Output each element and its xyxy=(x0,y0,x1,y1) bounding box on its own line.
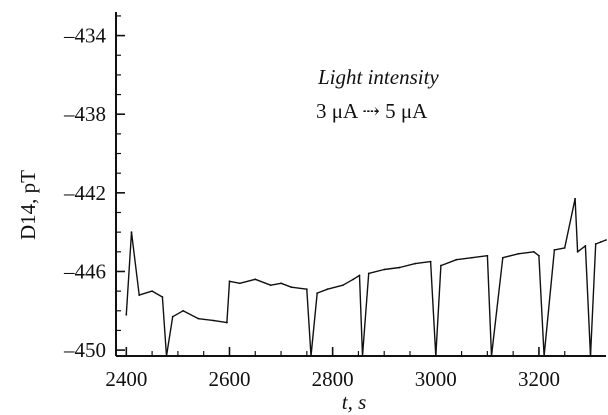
data-point xyxy=(605,239,607,241)
x-axis-label: t, s xyxy=(342,390,367,414)
data-point xyxy=(352,278,355,281)
data-point xyxy=(501,256,504,259)
x-tick-label: 2400 xyxy=(105,367,147,391)
data-point xyxy=(594,243,597,245)
data-point xyxy=(470,256,473,259)
series-line xyxy=(125,197,607,357)
data-point xyxy=(238,282,241,285)
data-point xyxy=(125,313,128,316)
y-tick-label: –434 xyxy=(63,24,107,48)
data-point xyxy=(161,296,164,298)
data-point xyxy=(361,355,364,357)
data-point xyxy=(434,355,437,357)
data-point xyxy=(383,268,386,271)
data-point xyxy=(517,252,520,255)
data-point xyxy=(584,245,587,247)
data-point xyxy=(490,355,493,357)
data-point xyxy=(599,241,602,243)
data-point xyxy=(228,280,231,283)
x-tick-label: 3200 xyxy=(518,367,560,391)
data-point xyxy=(440,264,442,267)
data-point xyxy=(138,294,141,296)
data-point xyxy=(414,262,417,265)
x-tick-label: 3000 xyxy=(415,367,457,391)
data-point xyxy=(254,278,257,281)
data-point xyxy=(563,246,566,249)
data-point xyxy=(589,355,592,357)
data-point xyxy=(171,315,174,318)
y-tick-label: –450 xyxy=(63,338,106,362)
data-point xyxy=(576,250,579,253)
data-point xyxy=(342,284,344,287)
x-tick-label: 2600 xyxy=(208,367,250,391)
data-point xyxy=(197,317,200,320)
data-point xyxy=(165,355,168,357)
x-tick-label: 2800 xyxy=(312,367,354,391)
series-layer xyxy=(125,197,607,357)
data-point xyxy=(398,266,401,269)
data-point xyxy=(225,321,228,324)
data-point xyxy=(538,254,540,257)
data-point xyxy=(213,319,215,322)
y-tick-label: –446 xyxy=(63,259,106,283)
data-point xyxy=(151,290,154,293)
axes: –434 –438 –442 –446 –450 2400 2600 2800 3000 3200 xyxy=(63,12,606,391)
data-point xyxy=(290,286,293,289)
annotation-current-change: 3 μA ⇢ 5 μA xyxy=(316,99,428,123)
y-axis-label: D14, pT xyxy=(16,170,40,240)
data-point xyxy=(280,282,282,285)
data-point xyxy=(269,284,272,287)
data-point xyxy=(429,260,432,263)
data-point xyxy=(358,274,361,277)
data-point xyxy=(182,309,184,312)
data-point xyxy=(532,250,535,253)
data-point xyxy=(326,288,329,291)
data-point xyxy=(310,355,312,357)
data-point xyxy=(305,288,308,291)
data-point xyxy=(455,258,458,261)
y-tick-label: –442 xyxy=(63,181,106,205)
data-point xyxy=(316,292,319,294)
data-point xyxy=(553,248,556,251)
data-point xyxy=(574,197,576,200)
data-point xyxy=(130,231,133,234)
data-point xyxy=(486,254,489,257)
data-point xyxy=(367,272,370,275)
y-tick-label: –438 xyxy=(63,102,106,126)
data-point xyxy=(543,355,546,357)
annotation-light-intensity: Light intensity xyxy=(317,65,439,89)
